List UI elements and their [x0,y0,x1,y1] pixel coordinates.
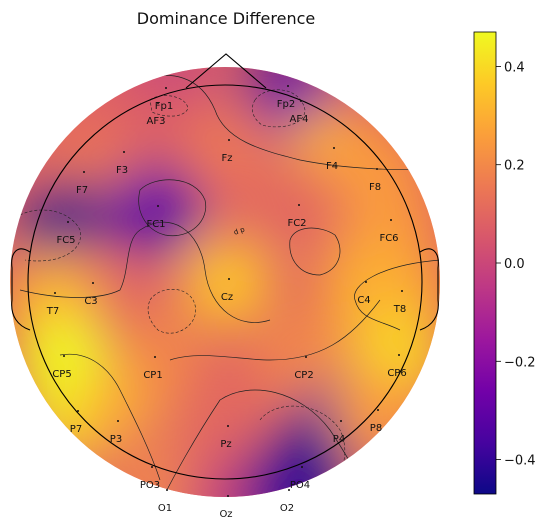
topomap: d p Fp1 Fp2 AF3 AF4 F3 Fz F4 F7 F8 FC1 FC2 FC5 FC6 C3… [10,53,440,520]
colorbar-tick-label: 0.4 [504,60,525,75]
electrode-label-po3: PO3 [140,480,160,491]
electrode-dot-p7 [77,410,79,412]
electrode-label-pz: Pz [220,439,231,450]
electrode-dot-po3 [151,466,153,468]
colorbar-gradient [473,31,497,495]
electrode-dot-t7 [54,292,56,294]
electrode-label-p7: P7 [70,424,82,435]
nose [185,53,267,89]
electrode-dot-oz [227,495,229,497]
colorbar-tick-label: −0.2 [504,355,536,370]
electrode-label-cp5: CP5 [52,369,71,380]
electrode-label-p4: P4 [333,434,345,445]
electrode-label-fz: Fz [221,153,232,164]
colorbar-tick-label: 0.0 [504,257,525,272]
electrode-dot-fp2 [287,85,289,87]
electrode-label-cz: Cz [221,292,233,303]
field-blob-fz [181,98,273,190]
electrode-label-af3: AF3 [147,116,166,127]
field-blob-p8 [330,368,422,460]
electrode-dot-p8 [377,409,379,411]
electrode-dot-o2 [288,489,290,491]
electrode-dot-fc5 [67,221,69,223]
electrode-label-p8: P8 [370,423,382,434]
electrode-dot-fz [228,139,230,141]
electrode-label-oz: Oz [219,509,232,520]
electrode-dot-c4 [365,281,367,283]
electrode-dot-po4 [301,466,303,468]
electrode-label-p3: P3 [110,434,122,445]
electrode-label-cp1: CP1 [143,370,162,381]
electrode-dot-p3 [117,420,119,422]
electrode-dot-o1 [166,489,168,491]
electrode-label-f7: F7 [76,185,88,196]
electrode-label-fp2: Fp2 [277,99,295,110]
head-circle [27,84,423,480]
interpolated-field [10,67,440,497]
electrode-dot-f8 [376,168,378,170]
field-blob-fc2 [251,163,343,255]
colorbar-tick-label: −0.4 [504,454,536,469]
electrode-dot-cp6 [398,354,400,356]
electrode-label-af4: AF4 [290,114,309,125]
electrode-label-cp2: CP2 [294,370,313,381]
electrode-dot-cp1 [154,356,156,358]
electrode-dot-cz [228,278,230,280]
electrode-label-fc5: FC5 [56,235,75,246]
electrode-label-t7: T7 [46,306,59,317]
electrode-layer: Fp1 Fp2 AF3 AF4 F3 Fz F4 F7 F8 FC1 FC2 FC5 FC6 C3 Cz C4… [46,85,407,520]
electrode-label-f8: F8 [369,182,381,193]
electrode-dot-fc6 [390,219,392,221]
electrode-dot-t8 [401,290,403,292]
electrode-dot-f7 [83,171,85,173]
center-marker: d p [233,225,247,237]
colorbar: 0.4 0.2 0.0 −0.2 −0.4 [473,31,536,495]
electrode-dot-cp2 [305,356,307,358]
electrode-label-fp1: Fp1 [155,101,173,112]
electrode-label-o2: O2 [280,503,294,514]
colorbar-ticks: 0.4 0.2 0.0 −0.2 −0.4 [496,60,536,469]
left-ear [11,248,31,331]
electrode-label-o1: O1 [158,503,172,514]
colorbar-tick-label: 0.2 [504,159,525,174]
electrode-dot-pz [227,425,229,427]
plot-title: Dominance Difference [137,9,315,28]
field-blob-fc1 [110,164,202,256]
electrode-label-cp6: CP6 [387,368,406,379]
electrode-dot-f4 [333,147,335,149]
electrode-dot-cp5 [63,355,65,357]
field-blob-pz [180,384,272,476]
electrode-dot-c3 [92,282,94,284]
electrode-dot-fc2 [298,204,300,206]
electrode-dot-fp1 [165,87,167,89]
electrode-dot-af3 [157,102,159,104]
electrode-label-t8: T8 [393,304,406,315]
electrode-dot-af4 [300,100,302,102]
electrode-label-po4: PO4 [290,480,310,491]
field-blob-cz [181,237,273,329]
electrode-label-fc6: FC6 [379,233,398,244]
electrode-label-f4: F4 [326,161,338,172]
electrode-label-c4: C4 [357,295,370,306]
electrode-label-fc1: FC1 [146,219,165,230]
electrode-dot-f3 [123,151,125,153]
electrode-label-fc2: FC2 [287,218,306,229]
electrode-dot-fc1 [157,205,159,207]
electrode-dot-p4 [340,420,342,422]
right-ear [419,248,439,331]
electrode-label-f3: F3 [116,165,128,176]
electrode-label-c3: C3 [84,296,97,307]
